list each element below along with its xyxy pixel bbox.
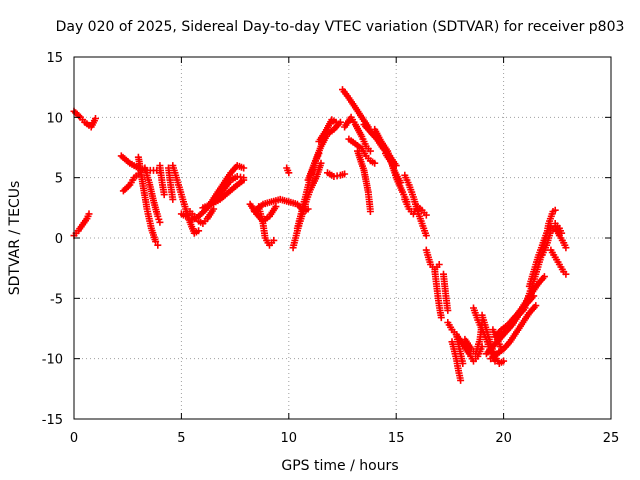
y-tick-label: -5	[50, 292, 63, 307]
y-tick-label: 15	[46, 51, 63, 66]
data-point-group	[345, 135, 379, 167]
data-point-group	[304, 118, 344, 184]
data-points	[70, 86, 570, 384]
chart-title: Day 020 of 2025, Sidereal Day-to-day VTE…	[56, 19, 625, 35]
x-tick-label: 25	[603, 431, 620, 446]
y-tick-label: -15	[42, 413, 63, 428]
data-point-group	[165, 164, 177, 203]
data-point-group	[341, 113, 374, 155]
data-point-group	[199, 176, 248, 212]
data-point-group	[452, 331, 486, 365]
data-point-group	[156, 162, 168, 199]
data-point-group	[440, 270, 452, 314]
data-point-group	[324, 169, 349, 180]
data-point-group	[401, 195, 430, 219]
data-point-group	[315, 116, 340, 145]
x-tick-label: 0	[70, 431, 78, 446]
data-point-group	[283, 164, 293, 177]
data-point-group	[141, 164, 164, 226]
axis-ticks: 0 5 10 15 20 25 -15 -10 -5 0 5 10 15	[42, 51, 620, 446]
data-point-group	[551, 220, 566, 237]
x-tick-label: 15	[388, 431, 405, 446]
data-point-group	[448, 338, 465, 384]
y-tick-label: -10	[42, 353, 63, 368]
x-axis-title: GPS time / hours	[281, 458, 398, 474]
data-point-group	[547, 246, 570, 278]
data-point-group	[354, 147, 374, 215]
x-tick-label: 20	[495, 431, 512, 446]
y-tick-label: 10	[46, 111, 63, 126]
y-tick-label: 0	[55, 232, 63, 247]
x-tick-label: 5	[177, 431, 185, 446]
x-tick-label: 10	[281, 431, 298, 446]
y-tick-label: 5	[55, 172, 63, 187]
data-point-group	[489, 326, 505, 353]
data-point-group	[431, 268, 445, 322]
data-point-group	[119, 170, 142, 195]
y-axis-title: SDTVAR / TECUs	[7, 181, 23, 296]
data-point-group	[134, 153, 162, 249]
